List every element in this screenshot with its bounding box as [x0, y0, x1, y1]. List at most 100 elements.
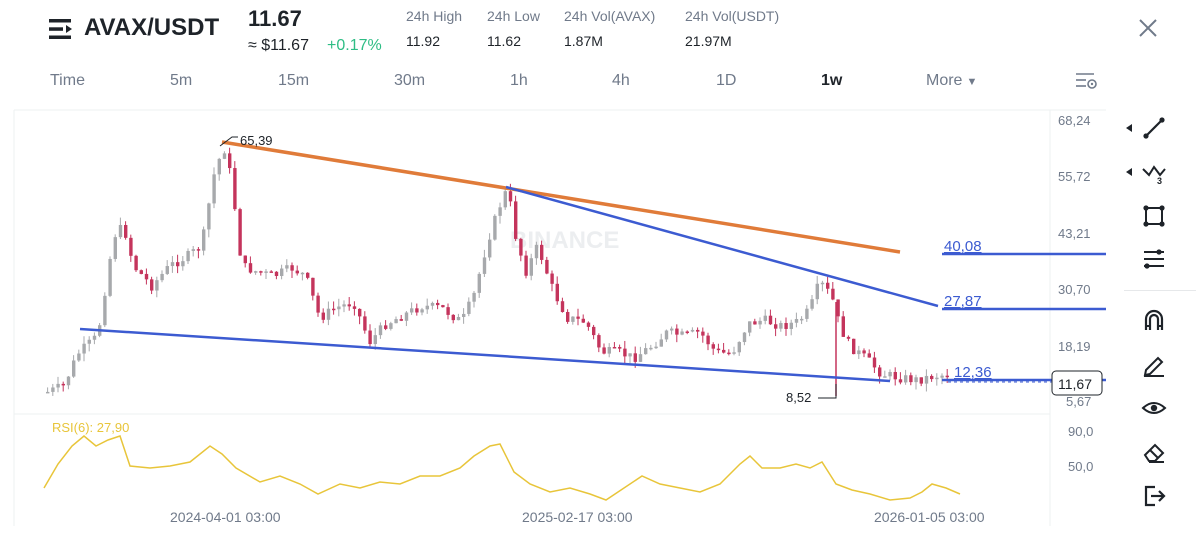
tab-more[interactable]: More ▼	[926, 72, 977, 90]
candle-body	[685, 331, 689, 333]
candle-body	[477, 273, 481, 293]
chart-settings-icon[interactable]	[1074, 70, 1098, 92]
candle-body	[935, 377, 939, 380]
candle-body	[332, 308, 336, 311]
candle-body	[368, 330, 372, 345]
candle-body	[742, 332, 747, 343]
candle-body	[311, 277, 315, 296]
trading-pair[interactable]: AVAX/USDT	[84, 14, 220, 41]
candle-body	[654, 346, 658, 349]
candle-body	[800, 318, 804, 321]
candle-body	[108, 258, 112, 296]
candle-body	[420, 309, 424, 313]
close-icon[interactable]	[1136, 16, 1160, 40]
candle-body	[118, 224, 123, 238]
candle-body	[290, 265, 294, 271]
candle-body	[571, 316, 575, 322]
candle-body	[280, 268, 284, 276]
candle-body	[904, 375, 908, 383]
stat-24h-high: 24h High 11.92	[406, 8, 462, 49]
tab-1w[interactable]: 1w	[821, 72, 843, 89]
candle-body	[181, 261, 185, 267]
candle-body	[441, 305, 445, 308]
candle-body	[191, 249, 195, 251]
candle-body	[716, 348, 721, 351]
lower-wedge-line[interactable]	[79, 327, 891, 383]
current-price-tag	[1051, 370, 1103, 396]
eye-icon	[1141, 402, 1167, 414]
candle-body	[872, 357, 877, 368]
candle-body	[134, 255, 138, 271]
candle-body	[462, 313, 466, 317]
price-axis-label: 5,67	[1066, 394, 1091, 409]
ticker-header: AVAX/USDT 11.67 ≈ $11.67 +0.17% 24h High…	[0, 0, 1200, 64]
current-price-text: 11,67	[1058, 376, 1092, 392]
candle-body	[846, 336, 851, 339]
candle-body	[212, 174, 216, 204]
eraser-tool[interactable]	[1134, 436, 1174, 468]
upper-wedge-line[interactable]	[505, 185, 939, 308]
candle-body	[488, 239, 492, 258]
candle-body	[779, 323, 783, 329]
tab-time[interactable]: Time	[50, 72, 85, 89]
toolbar-divider	[1124, 290, 1196, 291]
candle-body	[92, 335, 97, 340]
rsi-axis-label: 50,0	[1068, 459, 1093, 474]
candle-body	[384, 325, 388, 329]
candle-body	[129, 237, 133, 256]
tab-5m[interactable]: 5m	[170, 72, 193, 89]
candle-body	[706, 335, 710, 345]
rectangle-icon	[1143, 205, 1165, 227]
time-axis-label: 2025-02-17 03:00	[522, 509, 633, 525]
candle-body	[898, 379, 903, 383]
candle-body	[482, 257, 487, 274]
magnet-tool[interactable]	[1134, 304, 1174, 336]
candle-body	[857, 350, 861, 355]
candle-body	[919, 377, 923, 384]
candle-body	[592, 326, 596, 336]
stat-label: 24h High	[406, 8, 463, 24]
candle-body	[394, 319, 398, 324]
candle-body	[503, 191, 507, 208]
candle-body	[722, 349, 726, 353]
candle-body	[805, 308, 809, 319]
tab-1d[interactable]: 1D	[716, 72, 737, 89]
price-axis-label: 43,21	[1058, 226, 1091, 241]
rectangle-tool[interactable]	[1134, 200, 1174, 232]
trend-line-tool[interactable]	[1126, 112, 1174, 144]
stat-24h-low: 24h Low 11.62	[487, 8, 540, 49]
candle-body	[508, 191, 513, 202]
pencil-tool[interactable]	[1134, 348, 1174, 380]
fib-tool[interactable]	[1134, 244, 1174, 276]
time-axis-label: 2024-04-01 03:00	[170, 509, 281, 525]
tab-30m[interactable]: 30m	[394, 72, 426, 89]
candle-body	[888, 371, 892, 377]
tab-1h[interactable]: 1h	[510, 72, 528, 89]
candle-body	[472, 292, 476, 302]
tab-4h[interactable]: 4h	[612, 72, 630, 89]
candle-body	[410, 308, 414, 313]
orange-resistance-line[interactable]	[221, 140, 901, 254]
rsi-label: RSI(6): 27,90	[52, 420, 129, 435]
candle-body	[753, 321, 757, 325]
exit-tool[interactable]	[1134, 480, 1174, 512]
candle-body	[789, 322, 793, 329]
candle-body	[763, 315, 767, 321]
candle-body	[155, 280, 159, 291]
menu-icon[interactable]	[48, 16, 74, 42]
fib-lines-icon	[1144, 249, 1164, 269]
candle-body	[228, 153, 232, 169]
stat-label: 24h Vol(USDT)	[685, 8, 780, 24]
visibility-tool[interactable]	[1134, 392, 1174, 424]
candle-body	[945, 375, 949, 378]
candle-body	[61, 383, 65, 386]
stat-value: 21.97M	[685, 33, 732, 49]
exit-icon	[1144, 485, 1166, 507]
multi-line-tool[interactable]: 3	[1126, 156, 1174, 188]
candle-body	[810, 299, 814, 309]
price-chart[interactable]: BINANCE 40,08 27,87 12,36 11,67 65,39 8,…	[0, 96, 1120, 536]
candle-body	[826, 282, 830, 289]
svg-text:3: 3	[1157, 176, 1162, 185]
tab-15m[interactable]: 15m	[278, 72, 310, 89]
candle-body	[300, 272, 305, 275]
